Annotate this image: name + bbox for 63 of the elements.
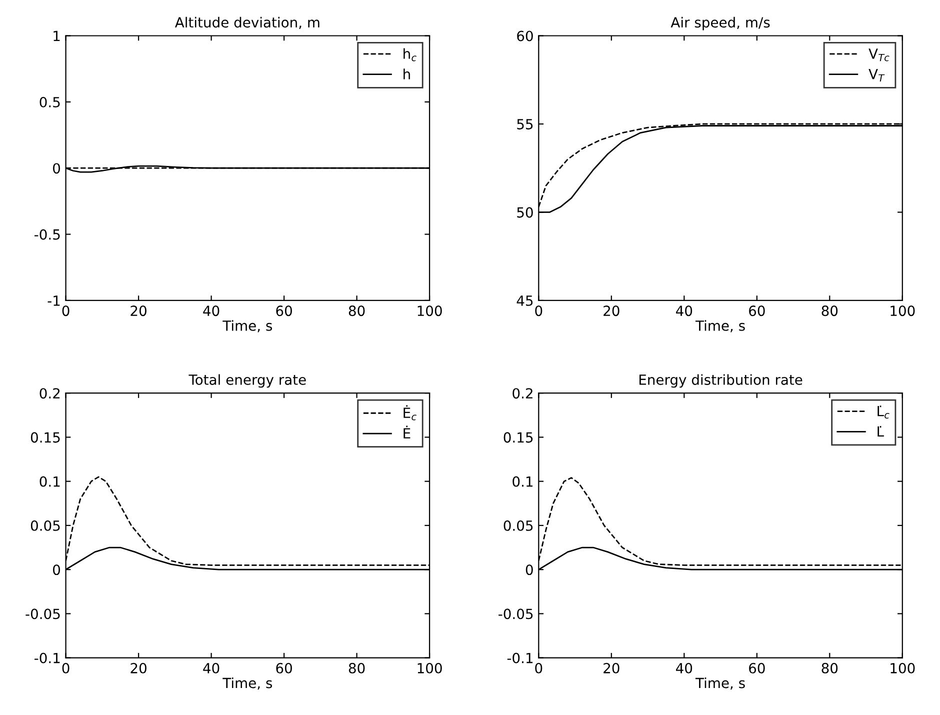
x-tick-label: 0 xyxy=(62,306,70,316)
x-tick-label: 100 xyxy=(890,306,915,316)
x-tick-label: 0 xyxy=(535,306,542,316)
x-tick-label: 40 xyxy=(203,662,220,674)
y-tick-label: 1 xyxy=(54,30,60,42)
x-tick-label: 20 xyxy=(130,662,146,674)
legend-label: V$_{Tc}$ xyxy=(868,48,890,62)
legend-label: Ė xyxy=(404,426,410,438)
y-tick-label: 45 xyxy=(516,296,533,306)
x-tick-label: 40 xyxy=(203,306,220,316)
x-axis-title: Time, s xyxy=(222,320,272,332)
legend-label: V$_{T}$ xyxy=(868,69,885,82)
x-tick-label: 100 xyxy=(418,662,442,674)
x-tick-label: 80 xyxy=(348,306,365,316)
y-tick-label: 0 xyxy=(53,163,60,174)
y-tick-label: 0.2 xyxy=(512,388,532,399)
legend-label: L̇$_{c}$ xyxy=(878,406,890,419)
x-tick-label: 80 xyxy=(348,662,365,674)
x-tick-label: 80 xyxy=(822,662,838,674)
x-axis-title: Time, s xyxy=(695,320,745,332)
x-tick-label: 100 xyxy=(890,662,915,674)
x-tick-label: 0 xyxy=(62,662,70,674)
chart-title: Air speed, m/s xyxy=(670,16,770,30)
x-tick-label: 20 xyxy=(130,306,146,316)
y-tick-label: -0.05 xyxy=(498,608,533,620)
legend-label: h$_{c}$ xyxy=(404,48,416,62)
y-tick-label: 60 xyxy=(517,30,533,42)
y-tick-label: 0.1 xyxy=(40,476,60,487)
legend-label: L̇ xyxy=(878,426,884,437)
x-axis-title: Time, s xyxy=(695,677,745,690)
x-tick-label: 40 xyxy=(676,306,692,316)
y-tick-label: 0.05 xyxy=(504,520,533,531)
x-tick-label: 0 xyxy=(535,662,542,674)
legend-label: Ė$_{c}$ xyxy=(404,405,416,420)
x-axis-title: Time, s xyxy=(222,677,272,690)
y-tick-label: 0.1 xyxy=(512,476,533,487)
y-tick-label: -1 xyxy=(48,296,60,306)
chart-title: Total energy rate xyxy=(188,374,306,388)
x-tick-label: 80 xyxy=(822,306,838,316)
x-tick-label: 20 xyxy=(604,662,620,674)
y-tick-label: 0.15 xyxy=(504,432,533,443)
x-tick-label: 100 xyxy=(418,306,442,316)
y-tick-label: -0.5 xyxy=(34,229,60,240)
y-tick-label: 50 xyxy=(517,207,533,218)
chart-title: Altitude deviation, m xyxy=(174,16,320,30)
legend-label: h xyxy=(404,68,410,80)
y-tick-label: 0 xyxy=(526,564,533,576)
y-tick-label: 0.05 xyxy=(30,520,60,531)
y-tick-label: 0.2 xyxy=(40,388,60,399)
x-tick-label: 40 xyxy=(676,662,692,674)
y-tick-label: -0.05 xyxy=(26,608,60,620)
x-tick-label: 60 xyxy=(749,662,765,674)
x-tick-label: 20 xyxy=(604,306,620,316)
x-tick-label: 60 xyxy=(276,662,292,674)
y-tick-label: 55 xyxy=(517,119,533,130)
chart-title: Energy distribution rate xyxy=(639,374,802,388)
y-tick-label: -0.1 xyxy=(507,652,533,664)
y-tick-label: -0.1 xyxy=(34,652,60,664)
x-tick-label: 60 xyxy=(276,306,292,316)
y-tick-label: 0 xyxy=(53,564,60,576)
y-tick-label: 0.5 xyxy=(40,96,60,108)
y-tick-label: 0.15 xyxy=(30,432,60,443)
x-tick-label: 60 xyxy=(749,306,765,316)
